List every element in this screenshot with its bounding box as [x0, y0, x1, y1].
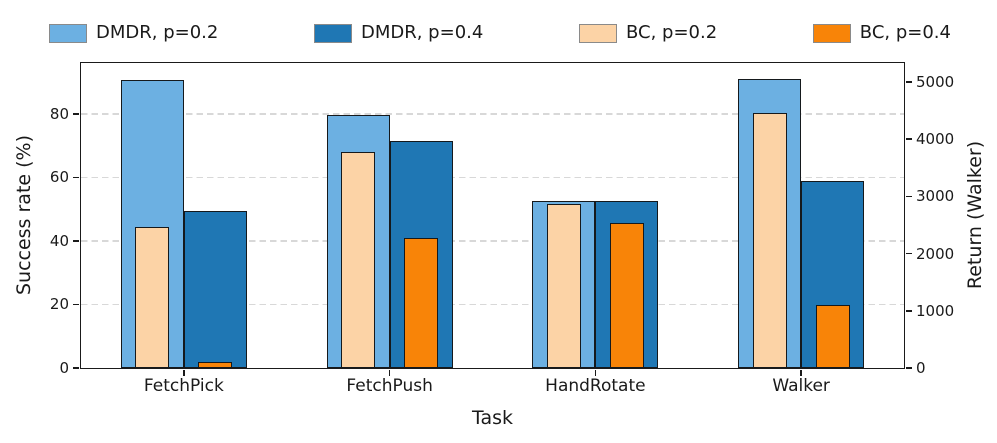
- bar-bc-p-0-4-walker: [815, 305, 850, 368]
- gridline: [81, 113, 904, 115]
- bar-bc-p-0-4-fetchpush: [404, 237, 439, 368]
- right-y-axis-title: Return (Walker): [964, 140, 986, 290]
- left-y-tick-label: 20: [49, 295, 69, 314]
- right-y-tick-mark: [905, 195, 912, 198]
- left-y-tick-label: 60: [49, 168, 69, 187]
- right-y-tick-label: 1000: [916, 301, 955, 320]
- bar-bc-p-0-2-fetchpush: [341, 151, 376, 368]
- legend-label: BC, p=0.2: [625, 22, 718, 43]
- left-y-tick-mark: [73, 176, 80, 179]
- x-tick-mark: [800, 369, 802, 376]
- right-y-tick-mark: [905, 81, 912, 83]
- x-tick-label-walker: Walker: [772, 376, 830, 396]
- right-y-tick-label: 0: [916, 359, 926, 377]
- right-y-tick-label: 4000: [916, 130, 955, 149]
- left-y-axis-title: Success rate (%): [13, 134, 35, 296]
- bar-bc-p-0-2-walker: [752, 113, 787, 368]
- legend-label: BC, p=0.4: [859, 22, 951, 43]
- right-y-tick-mark: [905, 367, 912, 369]
- x-tick-label-fetchpick: FetchPick: [143, 376, 224, 396]
- legend-item-dmdr-p04: DMDR, p=0.4: [313, 22, 484, 43]
- legend-swatch-bc-p02: [578, 23, 617, 43]
- left-y-tick-label: 40: [49, 231, 69, 250]
- gridline: [81, 176, 904, 179]
- bar-bc-p-0-2-fetchpick: [135, 226, 170, 368]
- left-y-tick-mark: [73, 367, 80, 369]
- right-y-tick-label: 5000: [916, 72, 955, 91]
- left-y-tick-mark: [73, 240, 80, 242]
- legend-label: DMDR, p=0.2: [96, 22, 219, 43]
- bar-dmdr-p-0-4-fetchpick: [183, 210, 247, 368]
- plot-area: Task 0 20 40 60 80 0 1000 2000 3000 4000 5000 Fetch…: [50, 62, 954, 429]
- right-y-tick-label: 3000: [916, 187, 955, 206]
- right-y-tick-mark: [905, 138, 912, 140]
- legend-swatch-dmdr-p02: [49, 23, 87, 43]
- legend-item-bc-p02: BC, p=0.2: [578, 22, 718, 43]
- left-y-tick-mark: [73, 303, 80, 306]
- legend-item-bc-p04: BC, p=0.4: [812, 22, 951, 43]
- left-y-tick-mark: [73, 113, 80, 115]
- legend-swatch-bc-p04: [812, 23, 851, 43]
- x-tick-label-fetchpush: FetchPush: [346, 376, 433, 396]
- bar-bc-p-0-2-handrotate: [546, 204, 581, 368]
- x-axis-title: Task: [471, 407, 514, 429]
- legend-label: DMDR, p=0.4: [360, 22, 484, 43]
- x-tick-label-handrotate: HandRotate: [545, 376, 646, 396]
- legend-item-dmdr-p02: DMDR, p=0.2: [49, 23, 218, 43]
- left-y-tick-label: 0: [59, 359, 69, 377]
- left-y-tick-label: 80: [49, 104, 69, 123]
- x-tick-mark: [183, 369, 185, 376]
- gridline: [81, 303, 904, 306]
- right-y-tick-mark: [905, 309, 912, 312]
- right-y-tick-label: 2000: [916, 244, 955, 263]
- gridline: [81, 240, 904, 242]
- legend-swatch-dmdr-p04: [313, 23, 352, 43]
- bar-bc-p-0-4-handrotate: [609, 223, 644, 368]
- bar-bc-p-0-4-fetchpick: [198, 361, 233, 368]
- right-y-tick-mark: [905, 252, 912, 255]
- chart-legend: DMDR, p=0.2 DMDR, p=0.4 BC, p=0.2 BC, p=…: [49, 22, 951, 44]
- x-tick-mark: [388, 369, 391, 376]
- x-tick-mark: [594, 369, 597, 376]
